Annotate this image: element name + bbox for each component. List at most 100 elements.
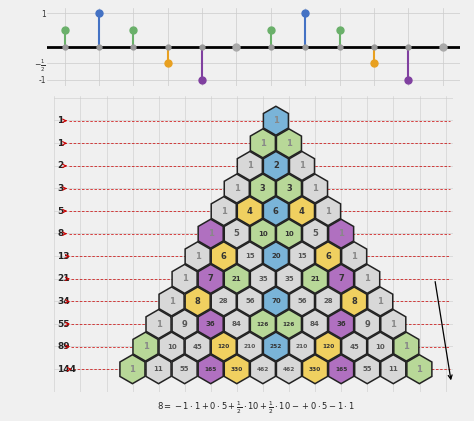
Polygon shape: [250, 309, 275, 338]
Text: 84: 84: [310, 321, 320, 327]
Text: 21: 21: [310, 276, 320, 282]
Text: 7: 7: [208, 274, 214, 283]
Text: 5: 5: [312, 229, 318, 238]
Polygon shape: [224, 264, 249, 293]
Polygon shape: [237, 242, 262, 271]
Polygon shape: [120, 355, 145, 384]
Text: 55: 55: [180, 366, 189, 372]
Text: 28: 28: [219, 298, 228, 304]
Text: 120: 120: [218, 344, 230, 349]
Polygon shape: [276, 219, 301, 248]
Text: 1: 1: [234, 184, 240, 193]
Polygon shape: [381, 309, 406, 338]
Polygon shape: [211, 197, 236, 226]
Polygon shape: [355, 264, 380, 293]
Text: $8 = -1 \cdot 1 + 0 \cdot 5 + \frac{1}{2} \cdot 10 + \frac{1}{2} \cdot 10 - +0 \: $8 = -1 \cdot 1 + 0 \cdot 5 + \frac{1}{2…: [157, 400, 355, 416]
Polygon shape: [250, 219, 275, 248]
Text: 165: 165: [335, 367, 347, 372]
Polygon shape: [302, 219, 328, 248]
Text: 20: 20: [271, 253, 281, 259]
Polygon shape: [159, 287, 184, 316]
Text: 462: 462: [257, 367, 269, 372]
Polygon shape: [264, 197, 288, 226]
Polygon shape: [185, 287, 210, 316]
Polygon shape: [290, 197, 315, 226]
Text: 45: 45: [193, 344, 202, 349]
Text: 7: 7: [338, 274, 344, 283]
Text: 1: 1: [299, 161, 305, 171]
Polygon shape: [407, 355, 432, 384]
Text: 1: 1: [260, 139, 266, 148]
Text: 89: 89: [57, 342, 70, 351]
Polygon shape: [172, 309, 197, 338]
Text: 462: 462: [283, 367, 295, 372]
Text: 70: 70: [271, 298, 281, 304]
Polygon shape: [276, 174, 301, 203]
Text: 56: 56: [245, 298, 255, 304]
Polygon shape: [276, 309, 301, 338]
Text: 10: 10: [167, 344, 176, 349]
Polygon shape: [290, 332, 315, 361]
Text: 5: 5: [234, 229, 240, 238]
Polygon shape: [290, 287, 315, 316]
Text: 10: 10: [258, 231, 268, 237]
Text: 210: 210: [244, 344, 256, 349]
Polygon shape: [302, 264, 328, 293]
Text: 34: 34: [57, 297, 70, 306]
Polygon shape: [224, 174, 249, 203]
Text: 126: 126: [283, 322, 295, 327]
Text: 8: 8: [57, 229, 64, 238]
Polygon shape: [185, 242, 210, 271]
Text: 1: 1: [155, 320, 162, 328]
Text: 4: 4: [247, 207, 253, 216]
Polygon shape: [211, 242, 236, 271]
Text: 4: 4: [299, 207, 305, 216]
Text: 10: 10: [375, 344, 385, 349]
Polygon shape: [146, 309, 171, 338]
Polygon shape: [290, 152, 315, 180]
Text: 1: 1: [273, 116, 279, 125]
Polygon shape: [146, 355, 171, 384]
Polygon shape: [316, 332, 341, 361]
Text: 9: 9: [365, 320, 370, 328]
Text: 10: 10: [284, 231, 294, 237]
Text: 1: 1: [129, 365, 136, 374]
Text: 3: 3: [260, 184, 266, 193]
Text: 1: 1: [221, 207, 227, 216]
Text: 36: 36: [336, 321, 346, 327]
Text: 1: 1: [182, 274, 188, 283]
Polygon shape: [290, 242, 315, 271]
Polygon shape: [172, 264, 197, 293]
Text: 84: 84: [232, 321, 242, 327]
Text: 1: 1: [208, 229, 214, 238]
Polygon shape: [394, 332, 419, 361]
Text: 8: 8: [195, 297, 201, 306]
Text: 36: 36: [206, 321, 216, 327]
Text: 3: 3: [57, 184, 64, 193]
Polygon shape: [198, 355, 223, 384]
Text: 15: 15: [297, 253, 307, 259]
Text: 210: 210: [296, 344, 308, 349]
Polygon shape: [159, 332, 184, 361]
Polygon shape: [342, 242, 367, 271]
Text: 1: 1: [338, 229, 344, 238]
Polygon shape: [316, 287, 341, 316]
Text: 8: 8: [351, 297, 357, 306]
Text: 15: 15: [245, 253, 255, 259]
Polygon shape: [355, 309, 380, 338]
Polygon shape: [224, 219, 249, 248]
Text: 330: 330: [231, 367, 243, 372]
Text: 5: 5: [57, 207, 64, 216]
Polygon shape: [198, 309, 223, 338]
Text: 1: 1: [57, 116, 64, 125]
Text: 1: 1: [195, 252, 201, 261]
Polygon shape: [328, 264, 354, 293]
Text: 6: 6: [273, 207, 279, 216]
Text: 6: 6: [221, 252, 227, 261]
Text: 11: 11: [154, 366, 164, 372]
Text: 1: 1: [312, 184, 318, 193]
Text: 1: 1: [247, 161, 253, 171]
Polygon shape: [316, 242, 341, 271]
Text: 1: 1: [143, 342, 148, 351]
Text: 1: 1: [377, 297, 383, 306]
